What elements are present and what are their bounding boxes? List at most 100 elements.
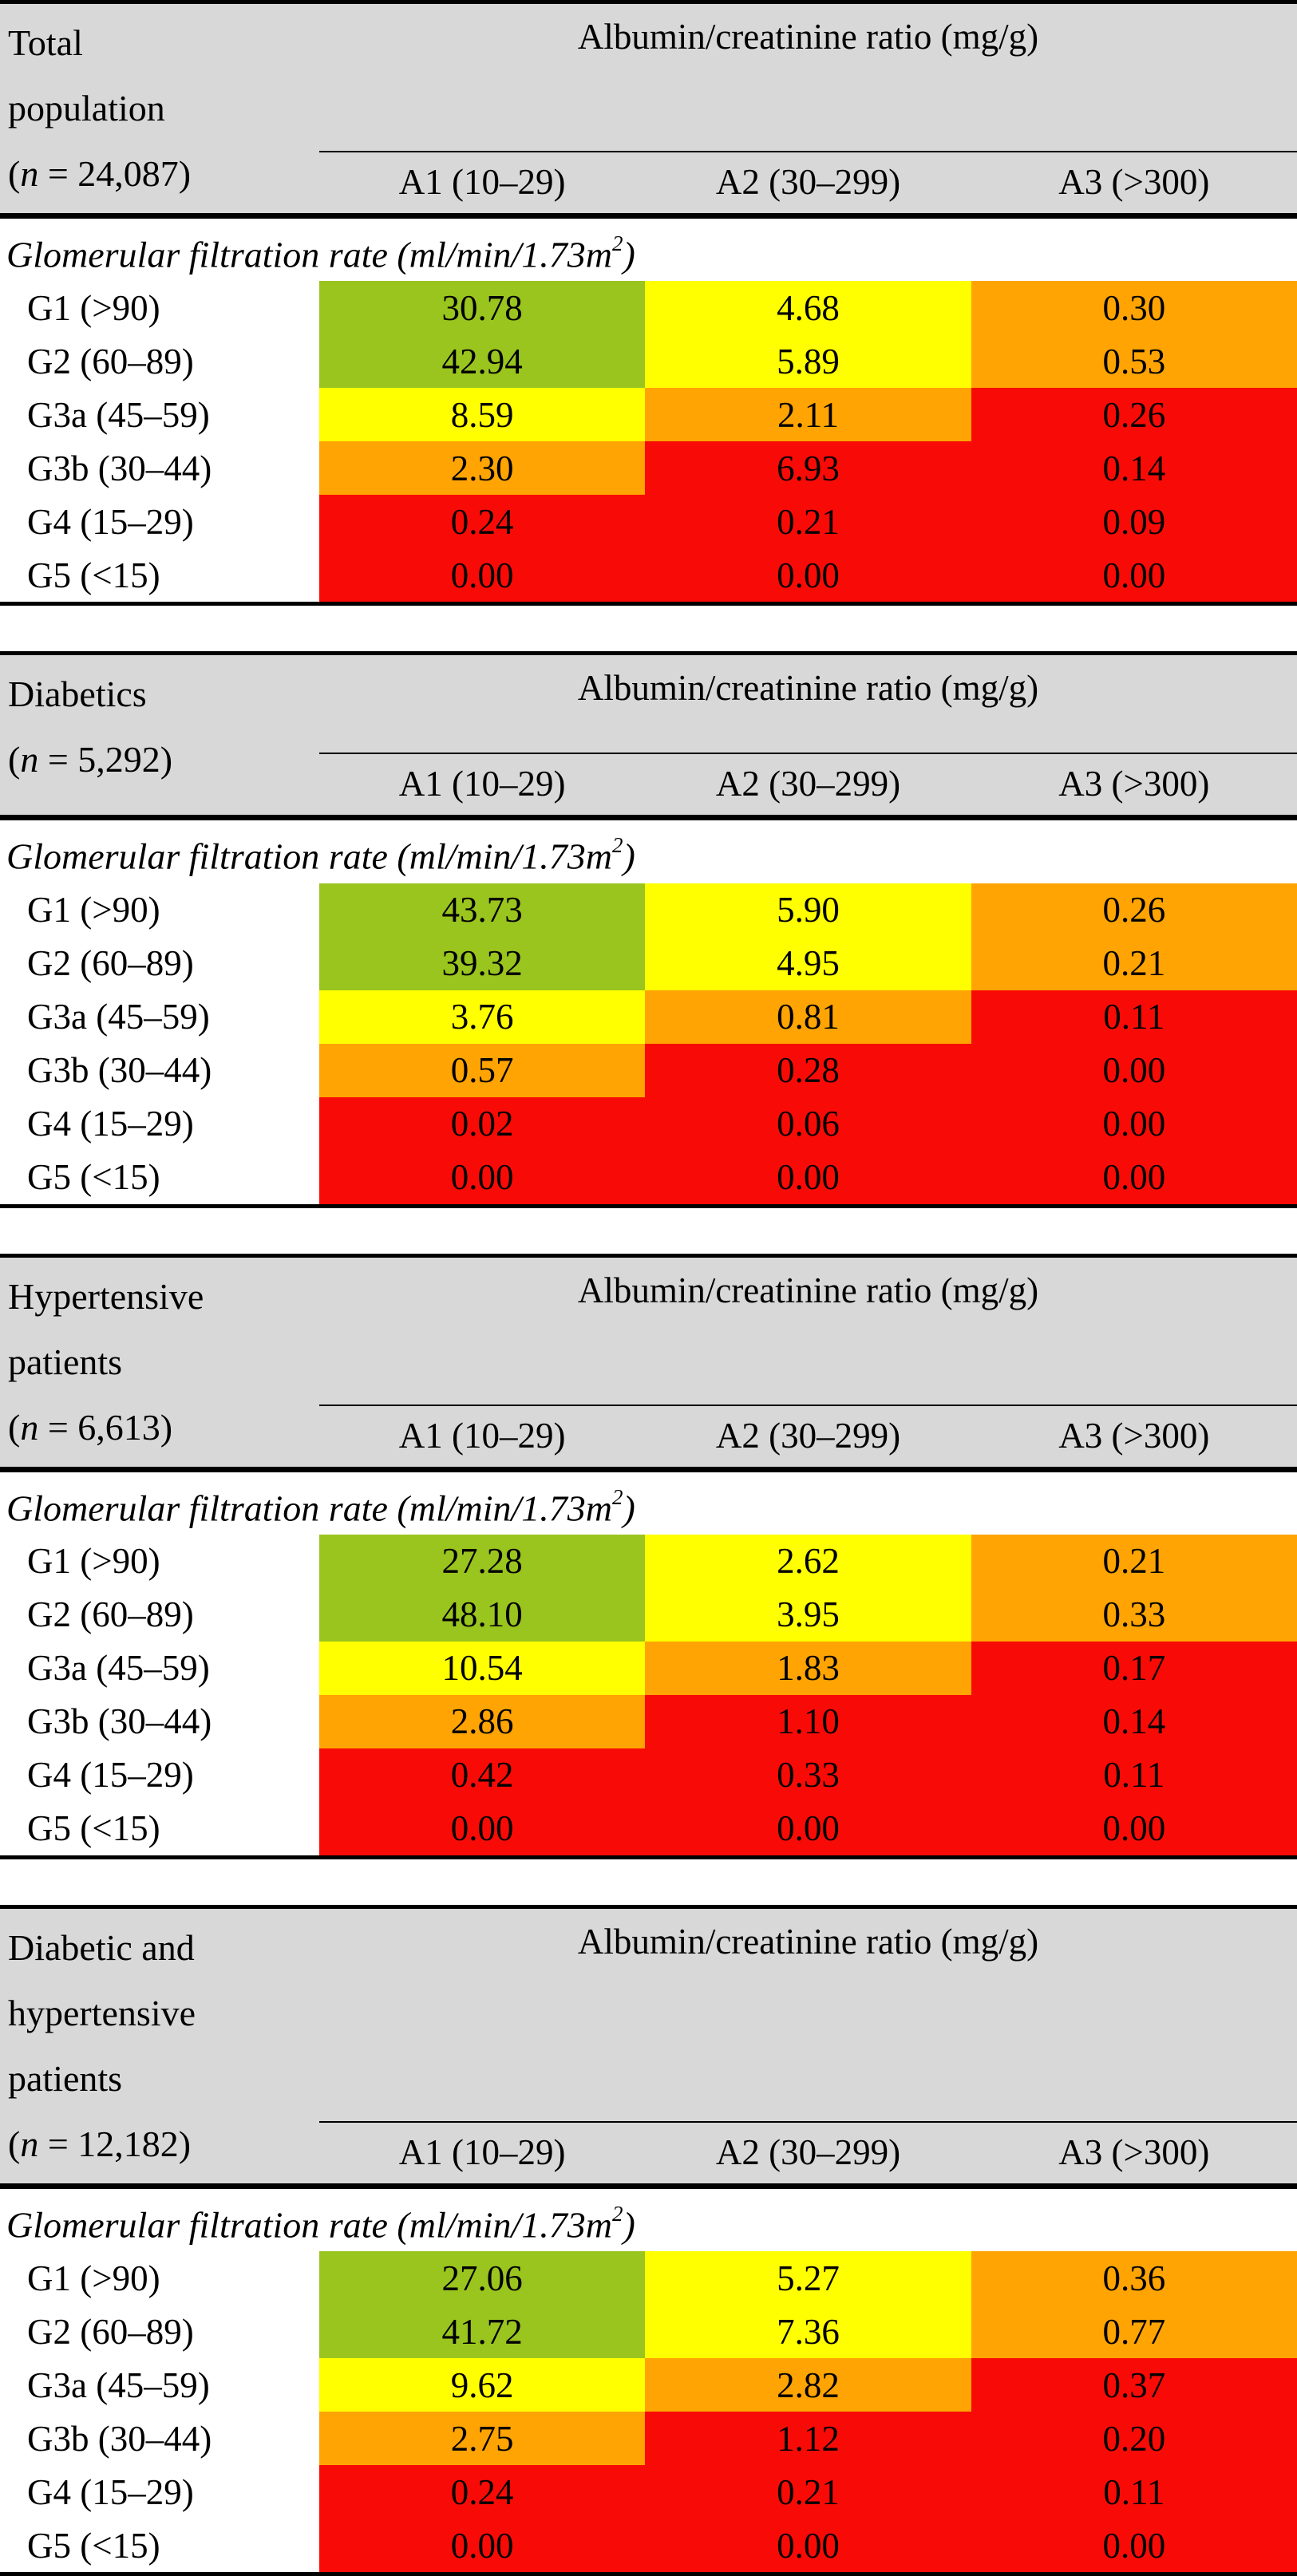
table-row: G4 (15–29) 0.24 0.21 0.09 (0, 495, 1297, 549)
gfr-superscript: 2 (612, 2201, 623, 2226)
table-row: G2 (60–89) 41.72 7.36 0.77 (0, 2305, 1297, 2359)
gfr-category-label: G2 (60–89) (0, 2305, 319, 2359)
table-row: G3a (45–59) 8.59 2.11 0.26 (0, 388, 1297, 442)
heatmap-cell: 48.10 (319, 1587, 646, 1642)
gfr-category-label: G2 (60–89) (0, 334, 319, 389)
heatmap-cell: 0.00 (645, 1150, 971, 1204)
heatmap-cell: 2.30 (319, 441, 646, 496)
heatmap-cell: 0.00 (319, 2519, 646, 2573)
heatmap-cell: 0.00 (645, 2519, 971, 2573)
heatmap-cell: 0.30 (971, 281, 1297, 335)
heatmap-cell: 0.11 (971, 1748, 1297, 1802)
gfr-category-label: G4 (15–29) (0, 1096, 319, 1151)
gfr-category-label: G1 (>90) (0, 883, 319, 937)
rows: G1 (>90) 30.78 4.68 0.30 G2 (60–89) 42.94 5.89… (0, 281, 1297, 603)
gfr-axis-label-main: Glomerular filtration rate (ml/min/1.73m (6, 836, 612, 877)
gfr-axis-label-close: ) (623, 2204, 635, 2246)
acr-column-header: A2 (30–299) (715, 2132, 901, 2172)
sample-size: (n = 24,087) (8, 141, 319, 207)
sample-size-n-symbol: n (20, 739, 39, 780)
table-row: G5 (<15) 0.00 0.00 0.00 (0, 1150, 1297, 1204)
heatmap-cell: 2.82 (645, 2358, 971, 2412)
heatmap-cell: 0.11 (971, 2465, 1297, 2519)
acr-header-area: Albumin/creatinine ratio (mg/g) A1 (10–2… (319, 4, 1297, 213)
heatmap-cell: 0.20 (971, 2412, 1297, 2466)
heatmap-cell: 0.00 (645, 1801, 971, 1855)
table-row: G3b (30–44) 2.30 6.93 0.14 (0, 441, 1297, 496)
heatmap-cell: 0.57 (319, 1043, 646, 1097)
heatmap-cell: 0.53 (971, 334, 1297, 389)
population-section: Total population (n = 24,087) Albumin/crea… (0, 0, 1297, 606)
heatmap-cell: 8.59 (319, 388, 646, 442)
gfr-category-label: G4 (15–29) (0, 1748, 319, 1802)
section-title-line: patients (8, 1341, 123, 1382)
acr-category-headers: A1 (10–29) A2 (30–299) A3 (>300) (319, 1404, 1297, 1467)
gfr-axis-label: Glomerular filtration rate (ml/min/1.73m… (0, 1472, 1297, 1535)
table-row: G3a (45–59) 10.54 1.83 0.17 (0, 1641, 1297, 1695)
table-row: G4 (15–29) 0.02 0.06 0.00 (0, 1096, 1297, 1151)
sample-size-value: = 5,292) (38, 739, 173, 780)
heatmap-cell: 0.11 (971, 990, 1297, 1044)
sample-size: (n = 6,613) (8, 1395, 319, 1460)
gfr-category-label: G3a (45–59) (0, 990, 319, 1044)
gfr-superscript: 2 (612, 833, 623, 858)
heatmap-cell: 0.37 (971, 2358, 1297, 2412)
heatmap-cell: 27.28 (319, 1534, 646, 1588)
sample-size-open: ( (8, 2123, 21, 2164)
heatmap-cell: 2.62 (645, 1534, 971, 1588)
table-row: G4 (15–29) 0.42 0.33 0.11 (0, 1748, 1297, 1802)
heatmap-cell: 0.77 (971, 2305, 1297, 2359)
heatmap-cell: 0.00 (319, 1801, 646, 1855)
section-header: Total population (n = 24,087) Albumin/crea… (0, 4, 1297, 219)
acr-column-header: A3 (>300) (1058, 162, 1210, 202)
heatmap-cell: 0.00 (971, 548, 1297, 603)
heatmap-cell: 27.06 (319, 2251, 646, 2305)
gfr-axis-label-close: ) (623, 1487, 635, 1528)
heatmap-cell: 0.00 (971, 1801, 1297, 1855)
gfr-category-label: G2 (60–89) (0, 936, 319, 990)
heatmap-cell: 0.28 (645, 1043, 971, 1097)
gfr-category-label: G3a (45–59) (0, 1641, 319, 1695)
heatmap-cell: 0.42 (319, 1748, 646, 1802)
gfr-axis-label-close: ) (623, 234, 635, 275)
gfr-category-label: G3b (30–44) (0, 1043, 319, 1097)
gfr-category-label: G3b (30–44) (0, 1694, 319, 1748)
section-title: Hypertensive patients (n = 6,613) (0, 1258, 319, 1467)
heatmap-cell: 1.83 (645, 1641, 971, 1695)
heatmap-cell: 9.62 (319, 2358, 646, 2412)
acr-header-area: Albumin/creatinine ratio (mg/g) A1 (10–2… (319, 1258, 1297, 1467)
gfr-axis-label-close: ) (623, 836, 635, 877)
acr-header-area: Albumin/creatinine ratio (mg/g) A1 (10–2… (319, 655, 1297, 815)
heatmap-cell: 41.72 (319, 2305, 646, 2359)
gfr-superscript: 2 (612, 1484, 623, 1509)
gfr-category-label: G3b (30–44) (0, 2412, 319, 2466)
gfr-category-label: G3b (30–44) (0, 441, 319, 496)
sample-size-n-symbol: n (20, 2123, 39, 2164)
heatmap-cell: 0.21 (645, 2465, 971, 2519)
table-row: G5 (<15) 0.00 0.00 0.00 (0, 1801, 1297, 1855)
acr-column-header: A3 (>300) (1058, 1415, 1210, 1456)
table-row: G2 (60–89) 42.94 5.89 0.53 (0, 334, 1297, 389)
section-title: Total population (n = 24,087) (0, 4, 319, 213)
table-row: G1 (>90) 30.78 4.68 0.30 (0, 281, 1297, 335)
heatmap-cell: 3.95 (645, 1587, 971, 1642)
acr-axis-label: Albumin/creatinine ratio (mg/g) (577, 1921, 1039, 1962)
table-row: G1 (>90) 27.28 2.62 0.21 (0, 1534, 1297, 1588)
gfr-axis-label-main: Glomerular filtration rate (ml/min/1.73m (6, 234, 612, 275)
heatmap-cell: 0.00 (319, 1150, 646, 1204)
section-title-line: population (8, 88, 165, 128)
gfr-category-label: G5 (<15) (0, 1150, 319, 1204)
acr-category-headers: A1 (10–29) A2 (30–299) A3 (>300) (319, 151, 1297, 213)
acr-axis-label: Albumin/creatinine ratio (mg/g) (577, 668, 1039, 709)
heatmap-cell: 0.17 (971, 1641, 1297, 1695)
sample-size-n-symbol: n (20, 1406, 39, 1448)
heatmap-cell: 0.21 (645, 495, 971, 549)
sample-size-value: = 12,182) (38, 2123, 192, 2164)
heatmap-cell: 0.00 (319, 548, 646, 603)
heatmap-cell: 0.36 (971, 2251, 1297, 2305)
heatmap-cell: 5.90 (645, 883, 971, 937)
heatmap-cell: 0.09 (971, 495, 1297, 549)
acr-column-header: A1 (10–29) (398, 1415, 566, 1456)
heatmap-cell: 0.00 (971, 1096, 1297, 1151)
